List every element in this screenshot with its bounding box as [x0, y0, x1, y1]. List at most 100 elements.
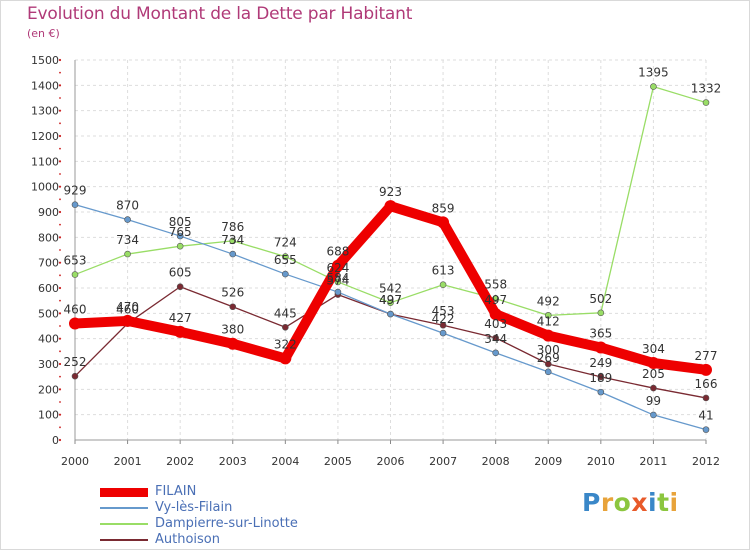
data-label-authoison: 249 [589, 356, 612, 370]
data-label-filain: 277 [695, 349, 718, 363]
series-point-vy-l-s-filain [229, 250, 237, 258]
y-tick-label: 1000 [31, 181, 59, 194]
y-tick-mark [58, 236, 62, 239]
y-minor-tick-mark [59, 426, 61, 429]
series-point-dampierre-sur-linotte [650, 83, 657, 90]
y-minor-tick-mark [59, 97, 61, 99]
series-point-dampierre-sur-linotte [229, 237, 237, 245]
legend-label: Authoison [155, 532, 220, 547]
series-point-vy-l-s-filain [71, 201, 79, 208]
data-label-dampierre-sur-linotte: 492 [537, 294, 560, 308]
proxiti-logo: Proxiti [582, 488, 679, 517]
data-label-dampierre-sur-linotte: 1395 [638, 66, 669, 80]
series-point-vy-l-s-filain [439, 329, 447, 337]
series-point-vy-l-s-filain [492, 349, 499, 357]
y-tick-label: 0 [52, 434, 59, 447]
y-tick-label: 500 [38, 307, 59, 320]
series-point-vy-l-s-filain [176, 232, 184, 240]
legend-label: Vy-lès-Filain [155, 500, 233, 515]
data-label-dampierre-sur-linotte: 724 [274, 236, 297, 250]
data-label-vy-l-s-filain: 269 [537, 351, 560, 365]
data-label-dampierre-sur-linotte: 613 [432, 264, 455, 278]
data-label-filain: 304 [642, 342, 665, 356]
y-minor-tick-mark [59, 325, 61, 327]
series-point-vy-l-s-filain [650, 411, 657, 419]
data-label-vy-l-s-filain: 734 [221, 233, 244, 247]
series-layer [69, 83, 712, 433]
data-label-filain: 497 [484, 293, 507, 307]
series-point-vy-l-s-filain [597, 388, 605, 396]
x-tick-label: 2000 [61, 455, 89, 468]
logo-letter: i [669, 488, 679, 517]
data-label-dampierre-sur-linotte: 653 [64, 254, 87, 268]
series-point-dampierre-sur-linotte [282, 253, 289, 260]
series-point-authoison [702, 394, 710, 402]
y-tick-label: 1200 [31, 130, 59, 143]
data-label-filain: 460 [64, 302, 87, 316]
y-tick-mark [58, 388, 62, 391]
data-label-dampierre-sur-linotte: 1332 [691, 82, 722, 96]
data-label-authoison: 605 [169, 266, 192, 280]
series-point-authoison [597, 373, 605, 381]
data-label-filain: 470 [116, 300, 139, 314]
series-point-filain [121, 314, 134, 327]
series-point-vy-l-s-filain [387, 310, 394, 318]
y-minor-tick-mark [59, 71, 61, 74]
data-label-vy-l-s-filain: 189 [589, 371, 612, 385]
series-point-dampierre-sur-linotte [597, 309, 605, 317]
y-tick-mark [58, 261, 62, 264]
y-minor-tick-mark [59, 223, 61, 226]
y-tick-mark [58, 210, 62, 214]
y-tick-mark [58, 312, 62, 315]
series-point-authoison [544, 360, 552, 368]
legend-swatch [100, 523, 148, 525]
y-tick-label: 700 [38, 257, 59, 270]
series-point-filain [226, 337, 239, 350]
x-tick-label: 2005 [324, 455, 352, 468]
series-point-dampierre-sur-linotte [71, 271, 79, 278]
series-point-filain [69, 317, 81, 330]
legend-item-vy-l-s-filain: Vy-lès-Filain [100, 500, 400, 516]
y-tick-mark [58, 134, 62, 138]
y-tick-label: 400 [38, 333, 59, 346]
series-point-dampierre-sur-linotte [702, 99, 710, 106]
x-tick-label: 2002 [166, 455, 194, 468]
series-point-dampierre-sur-linotte [439, 281, 447, 289]
series-point-authoison [71, 372, 79, 380]
data-label-filain: 412 [537, 315, 560, 329]
y-minor-tick-mark [59, 122, 61, 125]
x-tick-label: 2003 [219, 455, 247, 468]
data-label-dampierre-sur-linotte: 786 [221, 220, 244, 234]
x-tick-label: 2008 [482, 455, 510, 468]
y-tick-mark [58, 160, 62, 163]
series-point-filain [437, 216, 450, 229]
data-label-vy-l-s-filain: 870 [116, 199, 139, 213]
series-point-filain [594, 341, 607, 354]
series-point-filain [542, 329, 555, 342]
legend-item-filain: FILAIN [100, 484, 400, 500]
data-label-vy-l-s-filain: 41 [698, 409, 713, 423]
data-label-filain: 322 [274, 337, 297, 351]
legend-item-dampierre-sur-linotte: Dampierre-sur-Linotte [100, 516, 400, 532]
logo-letter: o [613, 488, 632, 517]
data-label-dampierre-sur-linotte: 624 [326, 261, 349, 275]
data-label-filain: 859 [432, 201, 455, 215]
series-point-authoison [439, 321, 447, 329]
data-label-vy-l-s-filain: 422 [432, 312, 455, 326]
data-label-vy-l-s-filain: 929 [64, 184, 87, 198]
series-point-vy-l-s-filain [334, 288, 342, 296]
data-label-authoison: 460 [116, 302, 139, 316]
data-label-filain: 923 [379, 185, 402, 199]
y-tick-mark [58, 185, 62, 188]
x-tick-label: 2010 [587, 455, 615, 468]
y-tick-mark [58, 362, 62, 366]
data-label-authoison: 166 [695, 377, 718, 391]
data-label-dampierre-sur-linotte: 765 [169, 225, 192, 239]
data-label-filain: 427 [169, 311, 192, 325]
y-tick-mark [58, 109, 62, 112]
data-label-vy-l-s-filain: 99 [646, 394, 661, 408]
y-tick-label: 100 [38, 409, 59, 422]
x-tick-label: 2004 [271, 455, 299, 468]
legend-item-authoison: Authoison [100, 532, 400, 548]
